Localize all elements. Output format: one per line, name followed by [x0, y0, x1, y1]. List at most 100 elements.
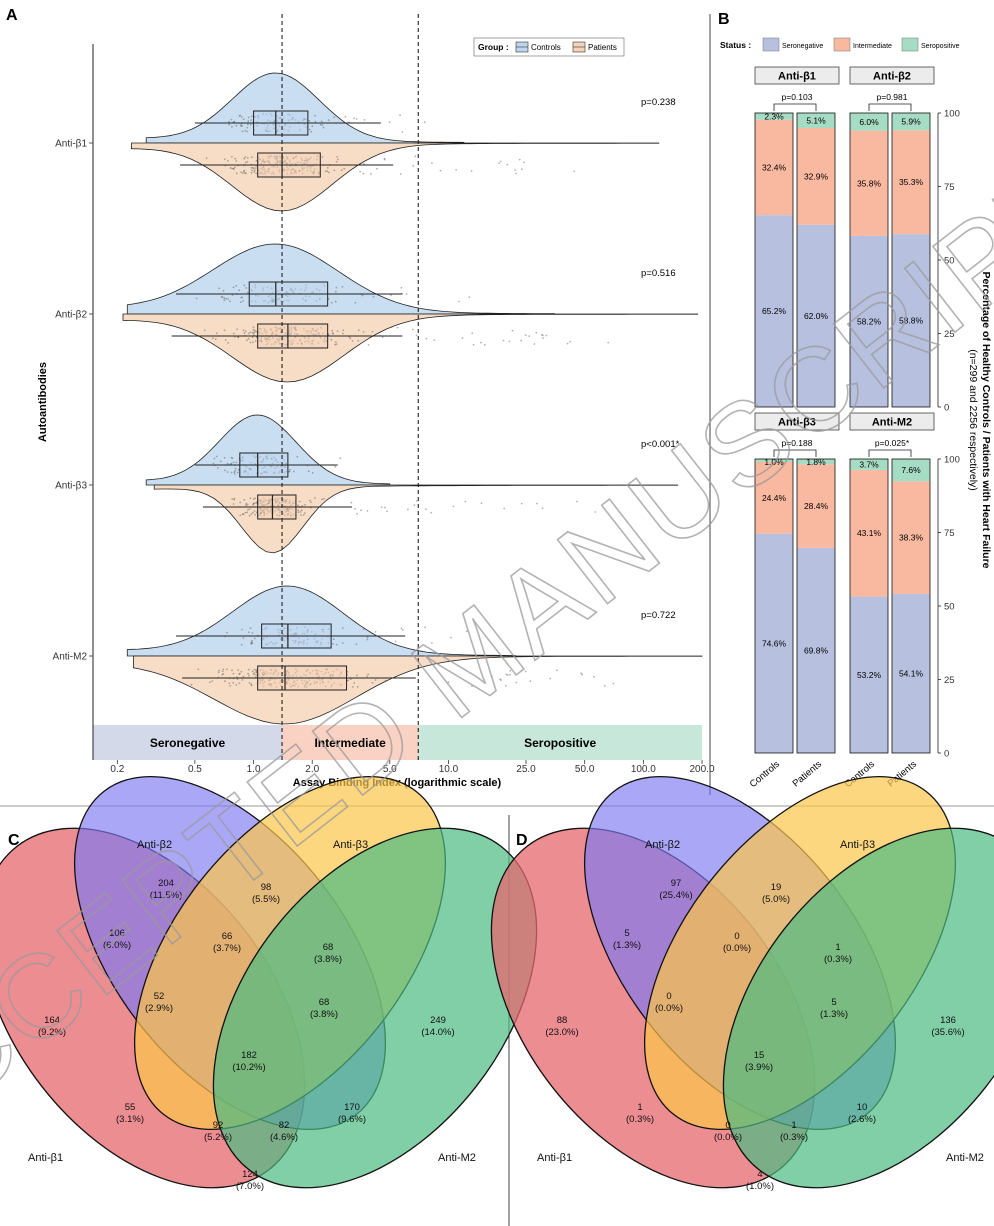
b-anti2-strip	[849, 66, 935, 85]
d-region-2-count: 97	[671, 878, 682, 889]
a-anti3-patients-point	[241, 513, 244, 516]
a-antim2-patients-point	[366, 675, 369, 678]
a-anti1-patients-point	[232, 167, 235, 170]
a-anti2-patients-point	[511, 329, 514, 332]
a-antim2-controls-point	[249, 627, 252, 629]
panel-d-venn: Anti-β1 Anti-β2 Anti-β3 Anti-M2 88(23.0%…	[490, 775, 994, 1192]
a-anti1-controls-point	[423, 121, 426, 124]
d-region-9-count: 5	[831, 997, 836, 1008]
b-anti3-bar-1-label-3: 1.0%	[764, 457, 784, 467]
d-region-9-percent: (1.3%)	[820, 1009, 848, 1020]
b-anti3-bar-2-label-1: 69.8%	[804, 645, 829, 655]
a-zone-label-3: Seropositive	[524, 736, 596, 750]
a-anti2-patients-point	[331, 332, 334, 334]
a-anti3-patients-point	[430, 511, 433, 514]
b-anti2-bar-2-label-3: 5.9%	[901, 117, 921, 127]
a-legend-title: Group :	[478, 42, 509, 52]
a-antim2-p-value: p=0.722	[641, 610, 676, 621]
b-y-tick-label: 100	[944, 455, 960, 466]
b-anti2-bar-1-segment-3	[850, 113, 888, 131]
a-anti2-controls-point	[235, 285, 238, 287]
a-antim2-patients-point	[229, 685, 232, 687]
a-antim2-patients-point	[251, 670, 254, 673]
a-antim2-patients-point	[242, 675, 245, 678]
a-anti3-patients-point	[249, 497, 252, 500]
a-anti1-controls-point	[247, 116, 250, 119]
a-x-tick-label: 2.0	[305, 764, 319, 775]
c-set-anti-m2	[212, 827, 538, 1189]
a-anti2-patients-point	[252, 326, 255, 329]
a-anti2-p-value: p=0.516	[641, 268, 676, 279]
a-anti3-patients-point	[246, 503, 249, 506]
a-antim2-controls-point	[242, 637, 245, 639]
a-anti3-controls-point	[230, 462, 233, 465]
b-anti1-bar-1-label-1: 65.2%	[762, 306, 787, 316]
a-anti1-patients-point	[255, 159, 258, 162]
a-anti1-controls-point	[344, 115, 347, 118]
a-anti3-patients-point	[310, 501, 312, 504]
a-anti1-controls-point	[240, 125, 243, 127]
a-anti1-patients-point	[235, 160, 238, 162]
b-antim2-bar-1-outline	[849, 458, 889, 754]
panel-letter-d: D	[516, 832, 528, 849]
a-antim2-patients-point	[374, 679, 377, 681]
a-anti3-patients-point	[576, 500, 578, 503]
b-y-tick-label: 75	[944, 182, 955, 193]
d-region-1-count: 88	[557, 1015, 568, 1026]
b-antim2-bar-2-segment-3	[892, 459, 930, 482]
a-y-ticks: Anti-β1 Anti-β2 Anti-β3 Anti-M2	[53, 139, 93, 663]
b-anti1-p-value: p=0.103	[782, 92, 813, 102]
a-antim2-patients-point	[250, 684, 253, 687]
d-region-14-count: 1	[791, 1120, 796, 1131]
a-antim2-patients-point	[247, 668, 250, 671]
a-antim2-controls-point	[250, 641, 253, 644]
a-anti3-controls-point	[234, 467, 237, 470]
a-anti1-controls-point	[363, 119, 366, 121]
a-antim2-controls-point	[424, 626, 426, 629]
a-anti2-patients-point	[480, 341, 482, 344]
b-antim2-bar-2-outline	[891, 458, 931, 754]
a-antim2-controls-point	[251, 639, 253, 642]
a-anti3-patients-point	[452, 505, 455, 508]
a-anti2-controls-point	[390, 294, 392, 296]
c-region-4-percent: (14.0%)	[421, 1027, 454, 1038]
d-region-15-count: 4	[757, 1169, 762, 1180]
a-anti1-patients-point	[253, 169, 256, 172]
b-antim2-bar-2-segment-2	[892, 481, 930, 594]
a-anti2-patients-point	[215, 332, 218, 335]
b-anti3-bar-1-segment-3	[755, 459, 793, 462]
a-anti2-patients-point	[362, 331, 365, 333]
a-anti1-patients-point	[431, 162, 433, 165]
a-anti3-patients-point	[297, 504, 299, 507]
a-anti2-controls-point	[245, 287, 248, 289]
b-anti3-bracket	[773, 449, 817, 457]
a-anti2-patients-point	[243, 332, 246, 334]
a-anti3-patients-point	[248, 508, 251, 510]
a-anti2-patients-point	[342, 329, 345, 332]
a-x-tick-label: 0.2	[110, 764, 124, 775]
b-anti1-bar-2-label-3: 5.1%	[806, 115, 826, 125]
a-zone-2	[282, 725, 419, 760]
d-region-3-percent: (5.0%)	[762, 894, 790, 905]
a-anti2-controls-point	[231, 294, 234, 296]
a-antim2-controls-box	[261, 623, 332, 649]
a-anti3-patients-point	[298, 500, 301, 503]
d-region-15-percent: (1.0%)	[746, 1181, 774, 1192]
a-antim2-patients-point	[228, 682, 231, 685]
a-anti2-patients-point	[334, 341, 337, 343]
b-anti3-bar-2-segment-2	[797, 464, 835, 548]
a-anti2-patients-point	[223, 329, 226, 332]
b-legend-swatch-intermediate	[833, 37, 851, 52]
a-antim2-patients-point	[253, 673, 255, 676]
a-antim2-patients-point	[356, 686, 359, 688]
a-clouds: p=0.238 p=0.516 p<0.001* p=0.722	[122, 72, 703, 725]
a-anti2-controls-point	[334, 290, 337, 293]
a-anti3-patients-point	[246, 511, 249, 514]
b-anti3-bar-2-label-2: 28.4%	[804, 501, 829, 511]
b-anti1-bar-2-segment-2	[797, 127, 835, 225]
a-antim2-controls-point	[431, 642, 433, 644]
a-anti2-patients-point	[254, 340, 257, 342]
a-anti1-controls-point	[240, 116, 243, 118]
a-antim2-patients-point	[580, 672, 583, 675]
d-region-12-percent: (2.6%)	[848, 1114, 876, 1125]
